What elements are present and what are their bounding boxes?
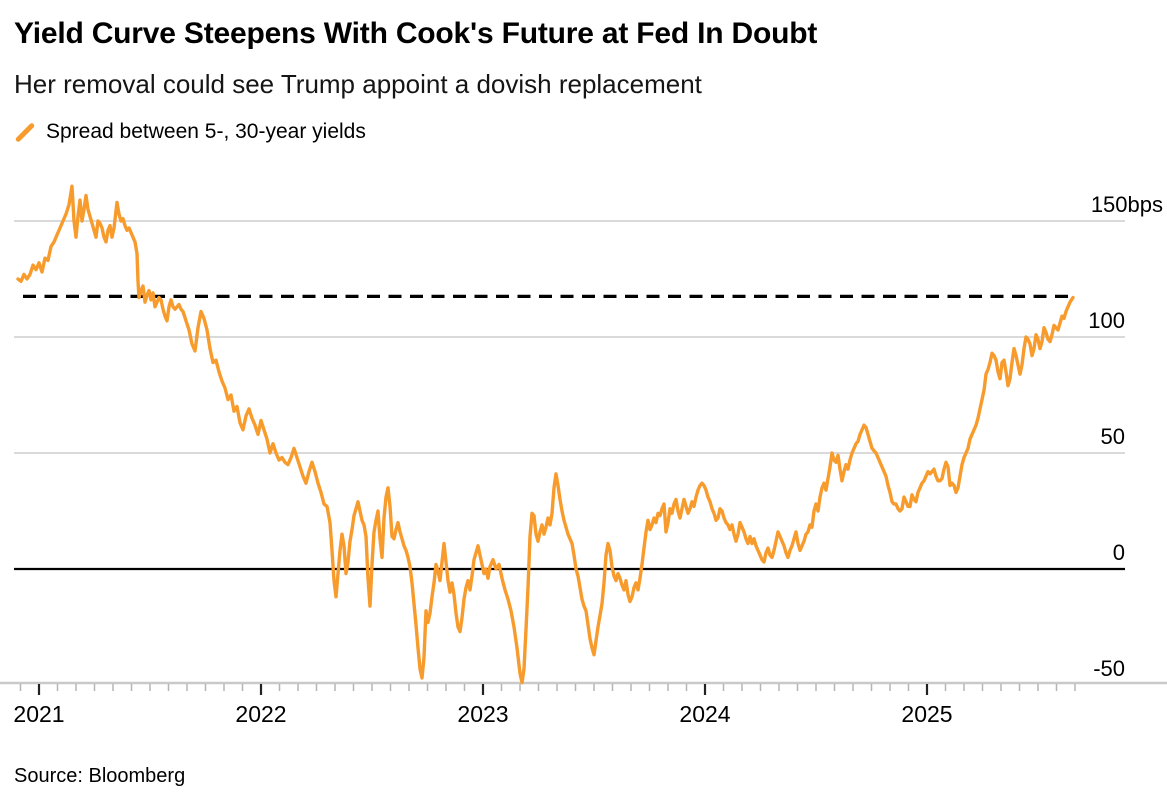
x-tick-label: 2022: [235, 701, 286, 727]
y-tick-label: 150bps: [1091, 192, 1163, 217]
legend-label: Spread between 5-, 30-year yields: [46, 120, 366, 143]
y-tick-label: -50: [1093, 656, 1125, 681]
y-tick-label: 100: [1088, 308, 1125, 333]
page-subtitle: Her removal could see Trump appoint a do…: [14, 69, 702, 99]
x-tick-label: 2021: [13, 701, 64, 727]
y-tick-label: 50: [1101, 424, 1125, 449]
source-label: Source: Bloomberg: [14, 765, 186, 787]
y-tick-label: 0: [1113, 540, 1125, 565]
page-title: Yield Curve Steepens With Cook's Future …: [14, 17, 818, 50]
legend: Spread between 5-, 30-year yields: [14, 119, 366, 145]
x-tick-label: 2024: [679, 701, 730, 727]
x-tick-label: 2025: [901, 701, 952, 727]
x-tick-label: 2023: [457, 701, 508, 727]
yield-spread-chart: 150bps 100 50 0 -50 2021 2022 2023 2024 2025: [0, 184, 1167, 727]
spread-line: [16, 184, 1075, 685]
